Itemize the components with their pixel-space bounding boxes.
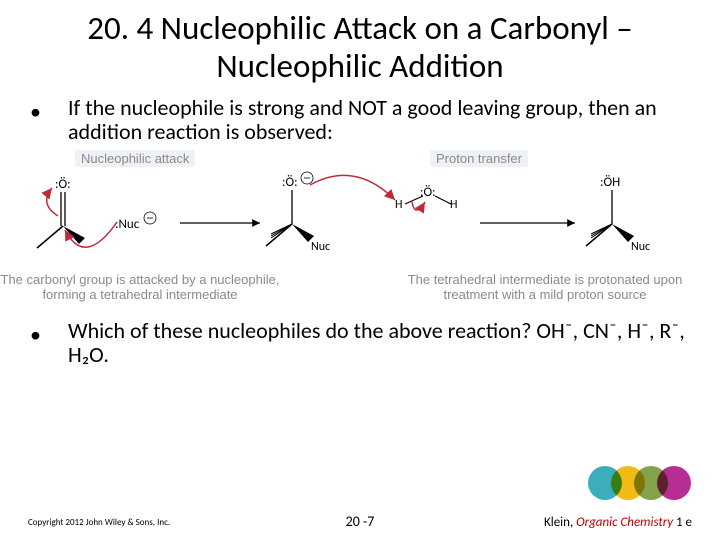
bullet-list-2: • Which of these nucleophiles do the abo… xyxy=(0,313,720,367)
page-number: 20 -7 xyxy=(346,513,375,530)
svg-text:H: H xyxy=(395,198,402,212)
bullet-text: Which of these nucleophiles do the above… xyxy=(68,319,690,367)
svg-text::ÖH: :ÖH xyxy=(600,175,620,190)
svg-text::Ö:: :Ö: xyxy=(420,185,436,200)
svg-text:Nuc: Nuc xyxy=(631,240,650,254)
bullet-dot: • xyxy=(30,319,44,347)
caption-2: The tetrahedral intermediate is protonat… xyxy=(395,273,695,303)
copyright-text: Copyright 2012 John Wiley & Sons, Inc. xyxy=(28,517,170,528)
bullet-item: • Which of these nucleophiles do the abo… xyxy=(30,319,690,367)
bullet-dot: • xyxy=(30,96,44,124)
slide-title: 20. 4 Nucleophilic Attack on a Carbonyl … xyxy=(0,0,720,92)
book-citation: Klein, Organic Chemistry 1 e xyxy=(544,515,692,530)
footer: Copyright 2012 John Wiley & Sons, Inc. 2… xyxy=(0,515,720,530)
book-author: Klein, xyxy=(544,515,576,530)
svg-text::Nuc: :Nuc xyxy=(115,217,140,232)
bullet-item: • If the nucleophile is strong and NOT a… xyxy=(30,96,690,144)
svg-text:Nuc: Nuc xyxy=(311,240,330,254)
bullet-text: If the nucleophile is strong and NOT a g… xyxy=(68,96,690,144)
reaction-diagram: Nucleophilic attack Proton transfer :Ö: … xyxy=(0,148,720,313)
bullet-list: • If the nucleophile is strong and NOT a… xyxy=(0,92,720,144)
caption-1: The carbonyl group is attacked by a nucl… xyxy=(0,273,280,303)
publisher-logo xyxy=(588,466,698,508)
logo-circle xyxy=(657,466,691,500)
book-title: Organic Chemistry xyxy=(576,515,676,530)
book-edition: 1 e xyxy=(676,515,692,530)
svg-text::Ö:: :Ö: xyxy=(55,177,71,192)
svg-text:H: H xyxy=(450,198,457,212)
svg-text::Ö:: :Ö: xyxy=(282,175,298,190)
